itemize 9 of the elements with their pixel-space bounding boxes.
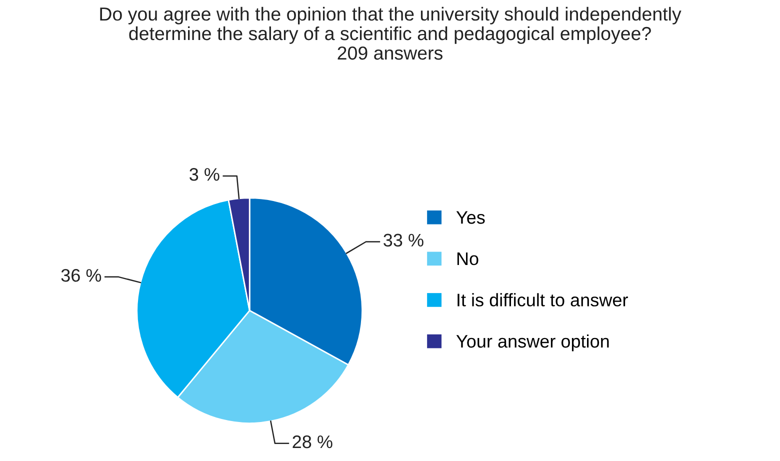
legend-label: It is difficult to answer xyxy=(458,293,628,306)
legend-label: Yes xyxy=(456,211,485,224)
data-label: 3 % xyxy=(190,168,220,181)
legend-label: Your answer option xyxy=(456,334,609,352)
legend-label: No xyxy=(457,252,478,266)
chart-title: Do you agree with the opinion that the university should independently determine the salary of a scientific and pedagogical employee? 209 answers xyxy=(100,6,682,60)
data-label: 36 % xyxy=(61,269,102,282)
data-label: 28 % xyxy=(292,435,332,448)
data-label: 33 % xyxy=(384,234,424,247)
